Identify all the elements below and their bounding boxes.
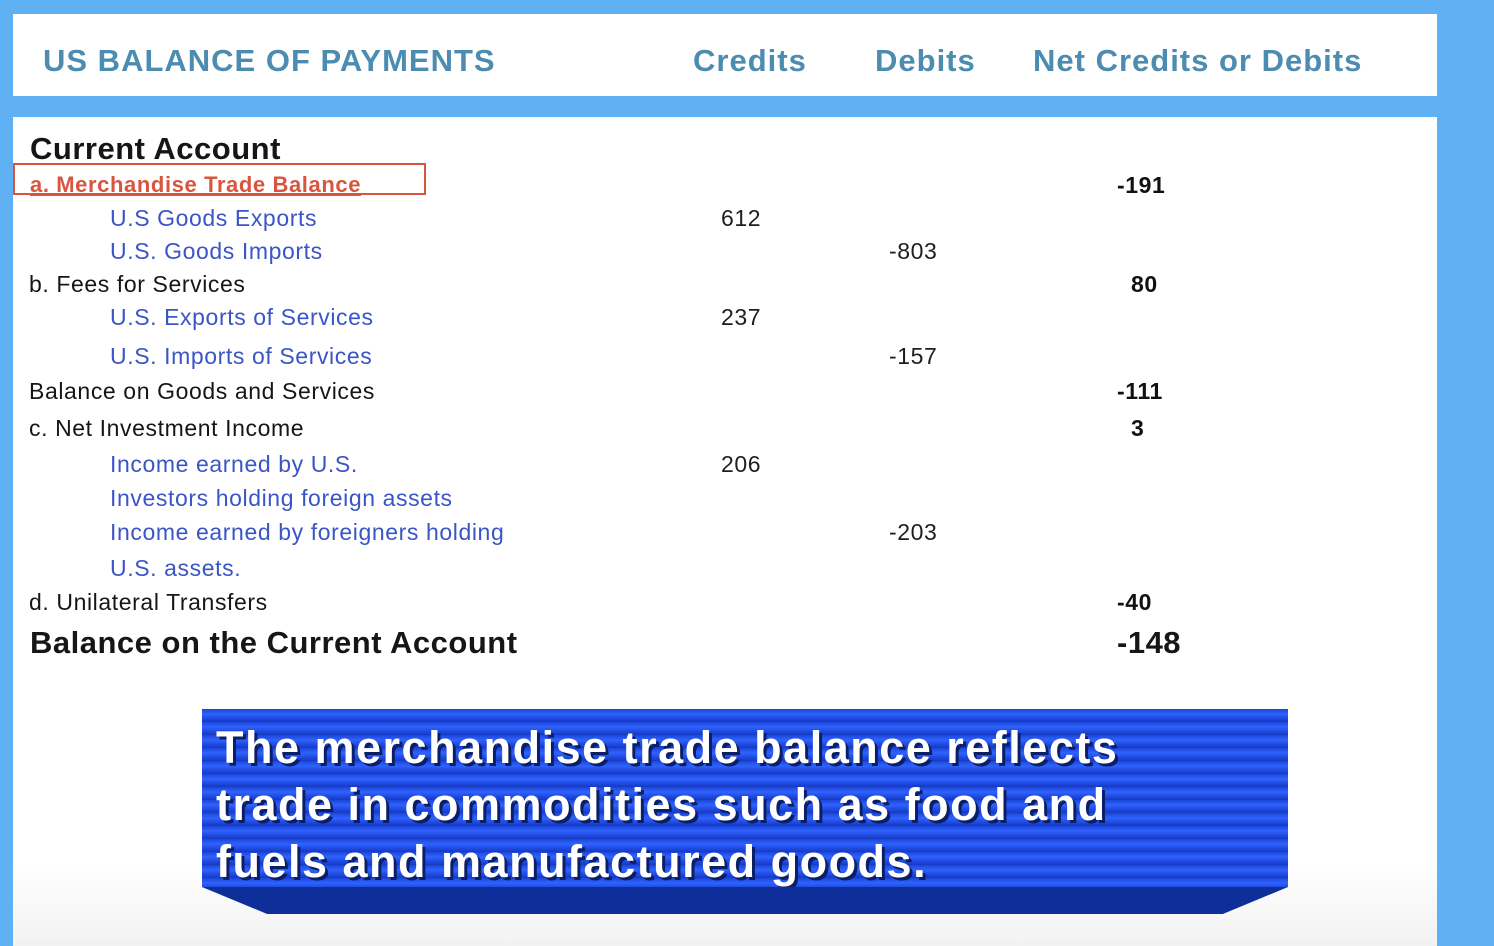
row-label-net-investment-income: c. Net Investment Income	[29, 415, 305, 441]
row-label-imports-of-services: U.S. Imports of Services	[110, 343, 373, 369]
net-column-header: Net Credits or Debits	[1033, 43, 1363, 78]
row-label-goods-imports: U.S. Goods Imports	[110, 238, 323, 264]
total-net: -148	[1117, 625, 1182, 660]
row-label-unilateral-transfers: d. Unilateral Transfers	[29, 589, 268, 615]
credit-goods-exports: 612	[721, 205, 762, 231]
caption-line-3: fuels and manufactured goods.	[216, 836, 928, 887]
debit-goods-imports: -803	[889, 238, 938, 264]
credits-column-header: Credits	[693, 43, 807, 78]
credit-exports-of-services: 237	[721, 304, 762, 330]
section-title: Current Account	[30, 131, 281, 166]
page-title: US BALANCE OF PAYMENTS	[43, 43, 496, 78]
row-label-goods-exports: U.S Goods Exports	[110, 205, 318, 231]
debits-column-header: Debits	[875, 43, 976, 78]
net-unilateral-transfers: -40	[1117, 589, 1153, 615]
net-fees-for-services: 80	[1131, 271, 1158, 297]
total-label: Balance on the Current Account	[30, 625, 518, 660]
debit-imports-of-services: -157	[889, 343, 938, 369]
row-label-exports-of-services: U.S. Exports of Services	[110, 304, 374, 330]
row-label-us-assets: U.S. assets.	[110, 555, 242, 581]
table-header: US BALANCE OF PAYMENTS Credits Debits Ne…	[13, 14, 1437, 96]
row-label-fees-for-services: b. Fees for Services	[29, 271, 246, 297]
debit-income-earned-by-foreigners: -203	[889, 519, 938, 545]
banner-base	[202, 887, 1288, 914]
row-label-merchandise-trade-balance: a. Merchandise Trade Balance	[30, 172, 362, 197]
row-label-balance-goods-services: Balance on Goods and Services	[29, 378, 375, 404]
net-balance-goods-services: -111	[1117, 378, 1163, 404]
credit-income-earned-by-us: 206	[721, 451, 762, 477]
caption-banner: The merchandise trade balance reflects t…	[202, 709, 1288, 887]
highlight-box	[13, 163, 426, 195]
row-label-income-earned-by-us: Income earned by U.S.	[110, 451, 358, 477]
caption-line-1: The merchandise trade balance reflects	[216, 722, 1119, 773]
row-label-income-earned-by-foreigners: Income earned by foreigners holding	[110, 519, 505, 545]
net-investment-income: 3	[1131, 415, 1145, 441]
row-label-investors-holding-foreign-assets: Investors holding foreign assets	[110, 485, 453, 511]
net-merchandise-trade-balance: -191	[1117, 172, 1166, 198]
caption-line-2: trade in commodities such as food and	[216, 779, 1107, 830]
